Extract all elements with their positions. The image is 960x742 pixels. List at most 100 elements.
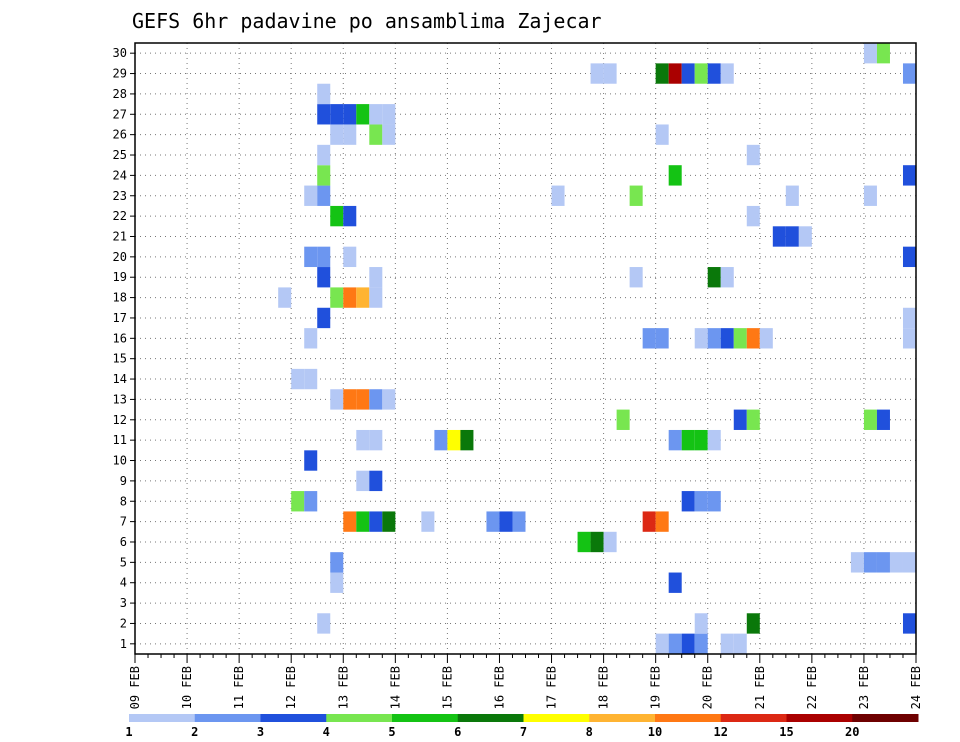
y-tick-label: 12 bbox=[113, 413, 127, 427]
precipitation-cell bbox=[694, 328, 708, 349]
legend-swatch bbox=[129, 714, 196, 722]
y-tick-label: 20 bbox=[113, 250, 127, 264]
precipitation-cell bbox=[369, 389, 383, 410]
precipitation-cell bbox=[512, 511, 526, 532]
precipitation-cell bbox=[681, 63, 695, 84]
y-tick-label: 29 bbox=[113, 67, 127, 81]
precipitation-cell bbox=[304, 450, 318, 471]
precipitation-cell bbox=[707, 267, 721, 288]
precipitation-cell bbox=[590, 531, 604, 553]
precipitation-cell bbox=[785, 226, 799, 247]
precipitation-cell bbox=[317, 104, 331, 125]
precipitation-cell bbox=[369, 429, 383, 451]
legend-label: 12 bbox=[714, 725, 728, 739]
precipitation-cell bbox=[876, 552, 890, 573]
x-tick-label: 19 FEB bbox=[649, 666, 663, 709]
precipitation-cell bbox=[759, 328, 773, 349]
precipitation-cell bbox=[317, 144, 331, 166]
precipitation-cell bbox=[629, 267, 643, 288]
precipitation-cell bbox=[694, 491, 708, 512]
y-tick-label: 16 bbox=[113, 331, 127, 345]
y-tick-label: 9 bbox=[120, 474, 127, 488]
precipitation-cell bbox=[668, 572, 682, 593]
precipitation-cell bbox=[655, 63, 669, 84]
precipitation-cell bbox=[317, 83, 331, 105]
y-tick-label: 17 bbox=[113, 311, 127, 325]
precipitation-cell bbox=[863, 185, 877, 206]
x-tick-label: 20 FEB bbox=[701, 666, 715, 709]
precipitation-cell bbox=[694, 613, 708, 634]
precipitation-cell bbox=[304, 246, 318, 268]
precipitation-cell bbox=[863, 552, 877, 573]
precipitation-cell bbox=[304, 328, 318, 349]
precipitation-cell bbox=[707, 491, 721, 512]
y-tick-label: 7 bbox=[120, 515, 127, 529]
precipitation-cell bbox=[785, 185, 799, 206]
y-tick-label: 24 bbox=[113, 168, 127, 182]
precipitation-cell bbox=[330, 552, 344, 573]
x-tick-label: 24 FEB bbox=[909, 666, 923, 709]
x-tick-label: 11 FEB bbox=[232, 666, 246, 709]
precipitation-cell bbox=[369, 511, 383, 532]
legend-swatch bbox=[589, 714, 656, 722]
precipitation-cell bbox=[317, 267, 331, 288]
precipitation-cell bbox=[369, 267, 383, 288]
precipitation-cell bbox=[382, 389, 396, 410]
precipitation-cell bbox=[707, 429, 721, 451]
precipitation-cell bbox=[902, 63, 916, 84]
legend-swatch bbox=[457, 714, 524, 722]
precipitation-cell bbox=[330, 205, 344, 227]
x-axis-ticks: 09 FEB 10 FEB 11 FEB 12 FEB 13 FEB 14 FEB 15 F… bbox=[128, 654, 923, 709]
precipitation-cell bbox=[330, 124, 344, 145]
precipitation-cells bbox=[278, 43, 916, 654]
precipitation-cell bbox=[317, 613, 331, 634]
precipitation-cell bbox=[681, 491, 695, 512]
x-tick-label: 18 FEB bbox=[597, 666, 611, 709]
precipitation-cell bbox=[655, 328, 669, 349]
y-tick-label: 5 bbox=[120, 555, 127, 569]
precipitation-cell bbox=[317, 246, 331, 268]
legend-label: 7 bbox=[520, 725, 527, 739]
precipitation-cell bbox=[330, 287, 344, 308]
precipitation-cell bbox=[746, 409, 760, 430]
precipitation-cell bbox=[902, 552, 916, 573]
precipitation-cell bbox=[863, 409, 877, 430]
legend-swatch bbox=[786, 714, 853, 722]
precipitation-cell bbox=[902, 165, 916, 186]
precipitation-cell bbox=[460, 429, 474, 451]
precipitation-cell bbox=[369, 287, 383, 308]
y-tick-label: 4 bbox=[120, 576, 127, 590]
x-tick-label: 23 FEB bbox=[857, 666, 871, 709]
precipitation-cell bbox=[902, 613, 916, 634]
precipitation-cell bbox=[304, 185, 318, 206]
precipitation-cell bbox=[421, 511, 435, 532]
precipitation-cell bbox=[343, 246, 357, 268]
precipitation-cell bbox=[642, 328, 656, 349]
precipitation-cell bbox=[343, 124, 357, 145]
precipitation-cell bbox=[772, 226, 786, 247]
legend-label: 10 bbox=[648, 725, 662, 739]
precipitation-cell bbox=[876, 409, 890, 430]
precipitation-cell bbox=[590, 63, 604, 84]
precipitation-cell bbox=[668, 633, 682, 654]
precipitation-cell bbox=[486, 511, 500, 532]
legend-label: 8 bbox=[586, 725, 593, 739]
precipitation-cell bbox=[382, 124, 396, 145]
precipitation-cell bbox=[577, 531, 591, 553]
legend-label: 5 bbox=[388, 725, 395, 739]
precipitation-cell bbox=[369, 124, 383, 145]
precipitation-cell bbox=[902, 307, 916, 329]
legend-swatch bbox=[392, 714, 459, 722]
precipitation-cell bbox=[499, 511, 513, 532]
y-tick-label: 26 bbox=[113, 128, 127, 142]
legend-label: 4 bbox=[323, 725, 330, 739]
y-tick-label: 27 bbox=[113, 107, 127, 121]
x-tick-label: 16 FEB bbox=[492, 666, 506, 709]
precipitation-cell bbox=[642, 511, 656, 532]
precipitation-cell bbox=[356, 389, 370, 410]
precipitation-cell bbox=[343, 511, 357, 532]
y-tick-label: 3 bbox=[120, 596, 127, 610]
precipitation-cell bbox=[356, 287, 370, 308]
legend-swatch bbox=[194, 714, 261, 722]
